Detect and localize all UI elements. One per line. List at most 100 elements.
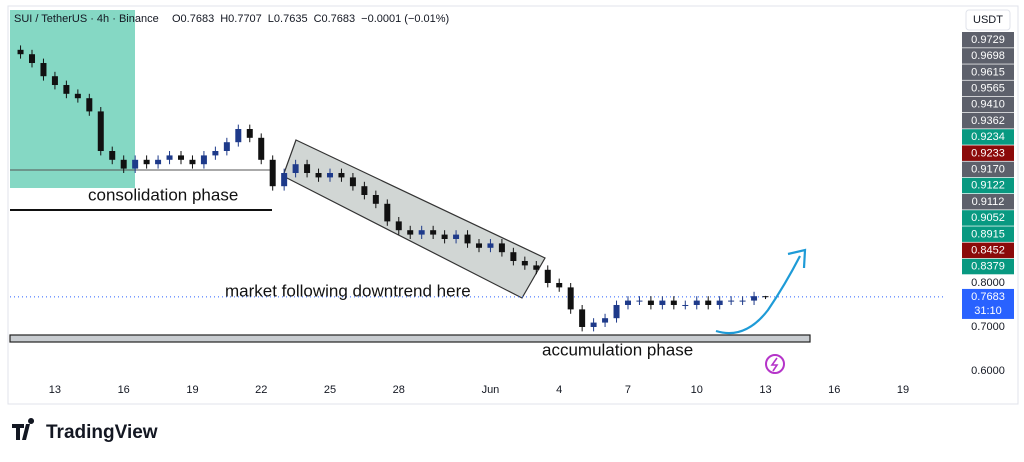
countdown: 31:10 bbox=[974, 305, 1002, 317]
candle-body bbox=[407, 230, 414, 235]
x-tick-label: 28 bbox=[393, 384, 405, 396]
candle-body bbox=[143, 159, 150, 165]
candle-body bbox=[487, 243, 494, 248]
candle-body bbox=[521, 260, 528, 266]
candle-body bbox=[693, 300, 700, 305]
x-tick-label: 4 bbox=[556, 384, 562, 396]
price-badge bbox=[962, 145, 1014, 161]
candle-body bbox=[178, 155, 185, 160]
candle-body bbox=[40, 63, 47, 77]
candle-body bbox=[636, 300, 643, 302]
ohlc-value: O0.7683 bbox=[172, 13, 214, 25]
x-tick-label: 22 bbox=[255, 384, 267, 396]
candle-body bbox=[682, 304, 689, 306]
candle-body bbox=[258, 137, 265, 160]
candle-body bbox=[453, 234, 460, 239]
price-badge bbox=[962, 210, 1014, 226]
brand: TradingView bbox=[46, 422, 158, 443]
candle-body bbox=[475, 243, 482, 248]
candle-body bbox=[235, 129, 242, 143]
candle-body bbox=[338, 173, 345, 178]
candle-body bbox=[223, 142, 230, 152]
alert-icon[interactable] bbox=[765, 354, 785, 374]
price-badge bbox=[962, 113, 1014, 129]
candle-body bbox=[155, 159, 162, 165]
candle-body bbox=[51, 76, 58, 86]
x-tick-label: 16 bbox=[828, 384, 840, 396]
price-badge-label: 0.8379 bbox=[971, 261, 1005, 273]
candle-body bbox=[132, 159, 139, 169]
candle-body bbox=[63, 85, 70, 94]
price-badge-label: 0.9052 bbox=[971, 212, 1005, 224]
x-tick-label: 13 bbox=[49, 384, 61, 396]
candle-body bbox=[17, 49, 24, 55]
price-badge bbox=[962, 48, 1014, 64]
x-tick-label: 7 bbox=[625, 384, 631, 396]
candle-body bbox=[762, 296, 769, 298]
symbol: SUI / TetherUS · 4h · Binance bbox=[14, 13, 159, 25]
candle-body bbox=[200, 155, 207, 165]
price-badge bbox=[962, 129, 1014, 145]
price-badge bbox=[962, 177, 1014, 194]
x-tick-label: 19 bbox=[897, 384, 909, 396]
x-tick-label: 13 bbox=[759, 384, 771, 396]
ohlc-value: −0.0001 (−0.01%) bbox=[361, 13, 449, 25]
x-tick-label: 10 bbox=[691, 384, 703, 396]
alert-bolt bbox=[770, 357, 779, 372]
price-badge bbox=[962, 64, 1014, 80]
ohlc-value: C0.7683 bbox=[314, 13, 356, 25]
price-badge-label: 0.8915 bbox=[971, 228, 1005, 240]
candle-body bbox=[567, 287, 574, 310]
candle-body bbox=[120, 159, 127, 169]
candle-body bbox=[510, 252, 517, 261]
candle-body bbox=[29, 54, 36, 64]
candle-body bbox=[464, 234, 471, 244]
candle-body bbox=[189, 159, 196, 165]
candle-body bbox=[430, 230, 437, 235]
accumulation-zone bbox=[9, 334, 811, 343]
ohlc-value: H0.7707 bbox=[220, 13, 262, 25]
price-badge bbox=[962, 194, 1014, 210]
candle-body bbox=[166, 155, 173, 160]
candle-body bbox=[212, 151, 219, 156]
candle-body bbox=[602, 318, 609, 323]
current-price-badge bbox=[962, 288, 1014, 319]
price-badge bbox=[962, 161, 1014, 178]
price-badge-label: 0.8452 bbox=[971, 245, 1005, 257]
candle-body bbox=[315, 173, 322, 178]
annotation: market following downtrend here bbox=[225, 281, 471, 300]
candle-body bbox=[613, 304, 620, 319]
candle-body bbox=[281, 173, 288, 187]
candle-body bbox=[751, 296, 758, 301]
price-badge-label: 0.9698 bbox=[971, 50, 1005, 62]
candle-body bbox=[326, 173, 333, 178]
candle-body bbox=[739, 300, 746, 302]
candle-body bbox=[86, 98, 93, 112]
candle-body bbox=[349, 177, 356, 187]
candle-body bbox=[498, 243, 505, 253]
annotation: accumulation phase bbox=[542, 340, 693, 359]
price-badge-label: 0.9122 bbox=[971, 180, 1005, 192]
price-badge-label: 0.9170 bbox=[971, 164, 1005, 176]
candle-body bbox=[659, 300, 666, 305]
currency: USDT bbox=[973, 14, 1003, 26]
candle-body bbox=[97, 111, 104, 152]
highlight-zone bbox=[10, 10, 135, 188]
candle-body bbox=[384, 203, 391, 222]
price-badge bbox=[962, 258, 1014, 275]
candle-body bbox=[246, 129, 253, 138]
candle-body bbox=[418, 230, 425, 235]
candle-body bbox=[269, 159, 276, 187]
ohlc-value: L0.7635 bbox=[268, 13, 308, 25]
x-tick-label: 25 bbox=[324, 384, 336, 396]
price-badge-label: 0.9234 bbox=[971, 131, 1005, 143]
y-tick-label: 0.8000 bbox=[971, 277, 1005, 289]
currency-box[interactable] bbox=[965, 9, 1011, 31]
candle-body bbox=[292, 164, 299, 174]
candle-body bbox=[395, 221, 402, 231]
candle-body bbox=[372, 195, 379, 204]
brand-logo bbox=[12, 418, 35, 440]
y-tick-label: 0.6000 bbox=[971, 365, 1005, 377]
candle-body bbox=[304, 164, 311, 174]
